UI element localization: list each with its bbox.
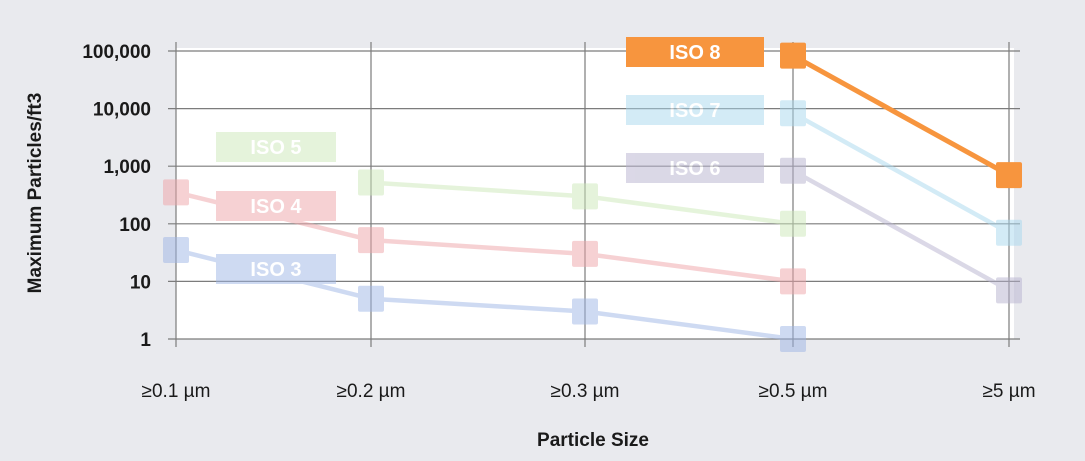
data-point xyxy=(780,157,806,184)
y-tick-label: 10,000 xyxy=(93,100,151,121)
data-point xyxy=(358,169,384,196)
series-line xyxy=(791,168,1011,293)
data-point xyxy=(163,179,189,206)
data-point xyxy=(358,285,384,312)
y-tick-label: 100,000 xyxy=(82,42,151,63)
data-point xyxy=(572,298,598,325)
series-iso-4: ISO 4 xyxy=(163,179,806,295)
data-point xyxy=(358,227,384,254)
series-label: ISO 8 xyxy=(669,42,720,64)
series-label-box xyxy=(626,95,764,125)
data-point xyxy=(780,268,806,295)
axis-layer: 1 10 100 1,000 10,000 100,000 ≥0.1 µm ≥0.2 µm ≥0… xyxy=(82,42,1035,402)
y-tick-label: 1 xyxy=(140,330,151,351)
x-tick-label: ≥5 µm xyxy=(982,381,1035,402)
y-tick-label: 1,000 xyxy=(103,157,151,178)
series-label-box xyxy=(626,153,764,183)
series-label: ISO 7 xyxy=(669,100,720,122)
x-tick-label: ≥0.5 µm xyxy=(759,381,828,402)
x-tick-label: ≥0.3 µm xyxy=(551,381,620,402)
series-label: ISO 4 xyxy=(250,196,302,218)
data-point xyxy=(780,326,806,352)
series-label-box xyxy=(216,132,336,162)
series-label: ISO 5 xyxy=(250,137,301,159)
series-iso-5: ISO 5 xyxy=(216,132,806,237)
series-label-box xyxy=(216,191,336,221)
data-point xyxy=(572,183,598,210)
x-tick-label: ≥0.1 µm xyxy=(142,381,211,402)
series-line xyxy=(791,53,1011,178)
series-label-box xyxy=(626,37,764,67)
series-label: ISO 6 xyxy=(669,158,720,180)
y-tick-label: 100 xyxy=(119,215,151,236)
data-point xyxy=(996,162,1022,189)
series-layer: ISO 3 ISO 4 ISO 5 ISO 6 ISO 7 ISO 8 xyxy=(163,37,1022,352)
y-axis-title: Maximum Particles/ft3 xyxy=(25,93,46,294)
x-axis-title: Particle Size xyxy=(537,430,649,451)
data-point xyxy=(996,219,1022,246)
data-point xyxy=(780,42,806,69)
series-line xyxy=(791,111,1011,235)
series-iso-8: ISO 8 xyxy=(626,37,1022,189)
series-iso-6: ISO 6 xyxy=(626,153,1022,304)
y-tick-label: 10 xyxy=(130,272,151,293)
series-label-box xyxy=(216,254,336,284)
x-tick-label: ≥0.2 µm xyxy=(337,381,406,402)
series-iso-7: ISO 7 xyxy=(626,95,1022,246)
data-point xyxy=(163,237,189,264)
series-iso-3: ISO 3 xyxy=(163,237,806,352)
data-point xyxy=(572,240,598,267)
data-point xyxy=(780,210,806,237)
data-point xyxy=(996,277,1022,304)
data-point xyxy=(780,100,806,127)
series-label: ISO 3 xyxy=(250,259,301,281)
